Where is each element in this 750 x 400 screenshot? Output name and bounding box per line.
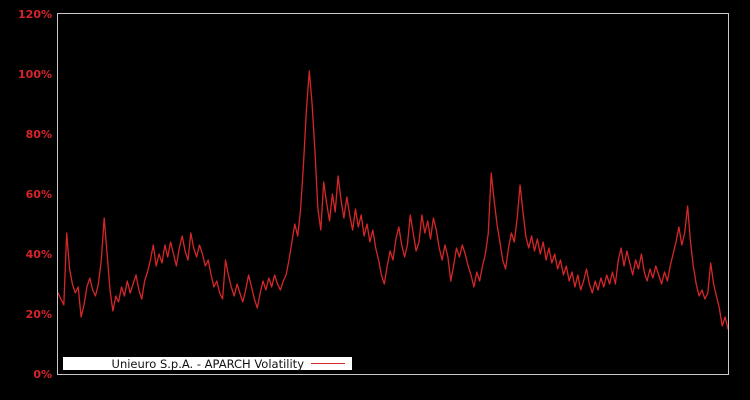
- y-tick-label: 120%: [18, 7, 52, 21]
- legend-line-sample-icon: [311, 363, 345, 364]
- y-tick-label: 100%: [18, 67, 52, 81]
- volatility-line-series: [58, 70, 728, 330]
- y-tick-label: 20%: [25, 307, 52, 321]
- y-tick-label: 60%: [25, 187, 52, 201]
- y-tick-label: 40%: [25, 247, 52, 261]
- legend: Unieuro S.p.A. - APARCH Volatility: [63, 357, 352, 370]
- y-tick-label: 0%: [33, 367, 52, 381]
- legend-label: Unieuro S.p.A. - APARCH Volatility: [111, 356, 304, 371]
- plot-canvas: [58, 70, 728, 330]
- plot-area: Unieuro S.p.A. - APARCH Volatility: [57, 13, 729, 375]
- y-tick-label: 80%: [25, 127, 52, 141]
